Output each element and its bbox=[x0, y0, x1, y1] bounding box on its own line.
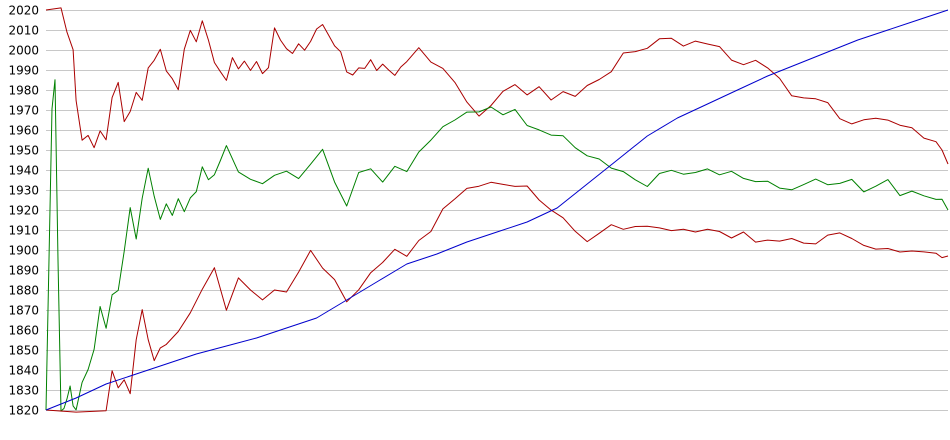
y-tick-label: 1920 bbox=[8, 204, 39, 218]
y-axis-ticks: 1820 1830 1840 1850 1860 1870 1880 1890 1900 1910… bbox=[8, 4, 39, 418]
y-tick-label: 1950 bbox=[8, 144, 39, 158]
series-line-2 bbox=[45, 79, 949, 412]
y-tick-label: 1970 bbox=[8, 104, 39, 118]
y-tick-label: 1870 bbox=[8, 304, 39, 318]
y-tick-label: 1930 bbox=[8, 184, 39, 198]
y-tick-label: 1980 bbox=[8, 84, 39, 98]
y-tick-label: 1960 bbox=[8, 124, 39, 138]
y-tick-label: 1990 bbox=[8, 64, 39, 78]
y-tick-label: 1880 bbox=[8, 284, 39, 298]
y-tick-label: 2020 bbox=[8, 4, 39, 18]
y-tick-label: 1860 bbox=[8, 324, 39, 338]
y-tick-label: 1910 bbox=[8, 224, 39, 238]
y-tick-label: 1830 bbox=[8, 384, 39, 398]
series-line-1 bbox=[45, 7, 949, 165]
y-tick-label: 2000 bbox=[8, 44, 39, 58]
y-tick-label: 1890 bbox=[8, 264, 39, 278]
y-tick-label: 1900 bbox=[8, 244, 39, 258]
series-line-4 bbox=[45, 9, 949, 411]
series-line-3 bbox=[45, 181, 949, 413]
y-tick-label: 1940 bbox=[8, 164, 39, 178]
y-tick-label: 1850 bbox=[8, 344, 39, 358]
series-lines bbox=[45, 7, 949, 413]
y-tick-label: 2010 bbox=[8, 24, 39, 38]
y-tick-label: 1820 bbox=[8, 404, 39, 418]
y-tick-label: 1840 bbox=[8, 364, 39, 378]
